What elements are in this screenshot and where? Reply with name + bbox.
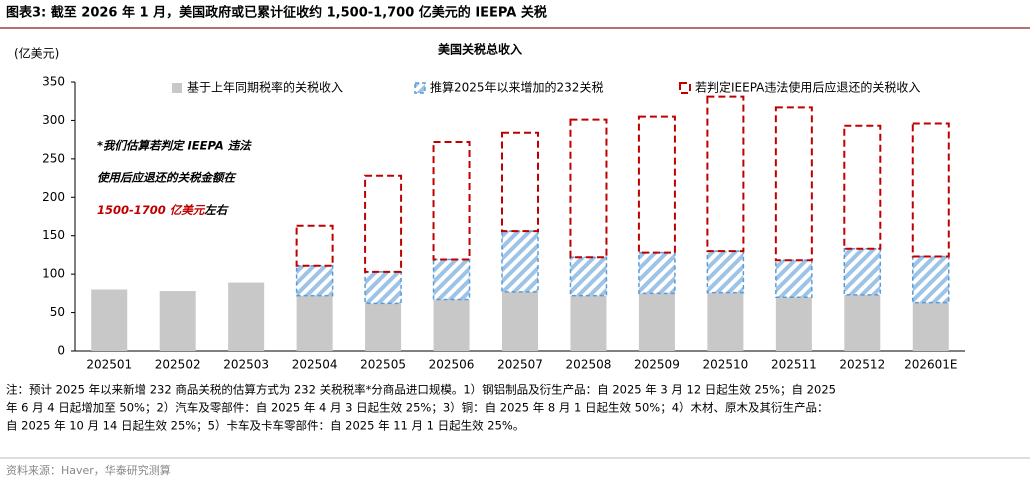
x-tick-label: 202511 xyxy=(771,358,817,372)
bar-segment xyxy=(501,131,539,233)
bar-segment xyxy=(706,250,745,294)
bar-segment xyxy=(295,224,334,267)
bar-segment xyxy=(569,118,608,259)
y-tick-label: 200 xyxy=(42,190,65,204)
bar-segment xyxy=(774,106,813,262)
bar-segment xyxy=(364,271,402,305)
annotation: *我们估算若判定 IEEPA 违法 xyxy=(97,139,252,153)
y-tick-label: 250 xyxy=(42,151,65,165)
note: 自 2025 年 10 月 14 日起生效 25%；5）卡车及卡车零部件：自 2… xyxy=(6,419,524,433)
y-tick-label: 0 xyxy=(57,344,65,358)
x-tick-label: 202502 xyxy=(155,358,201,372)
x-tick-label: 202510 xyxy=(702,358,748,372)
y-tick-label: 100 xyxy=(42,267,65,281)
bar-segment xyxy=(432,258,471,301)
annotation-highlight: 1500-1700 亿美元 xyxy=(97,203,206,217)
x-tick-label: 202506 xyxy=(429,358,475,372)
x-tick-label: 202504 xyxy=(292,358,338,372)
source: 资料来源：Haver，华泰研究测算 xyxy=(6,463,171,477)
y-axis-label: (亿美元) xyxy=(14,46,59,61)
bar-segment xyxy=(364,174,403,273)
x-tick-label: 202509 xyxy=(634,358,680,372)
legend-label: 推算2025年以来增加的232关税 xyxy=(430,80,603,95)
bar-segment xyxy=(365,303,402,351)
bar-segment xyxy=(911,122,950,258)
chart-title: 美国关税总收入 xyxy=(438,42,522,57)
bar-segment xyxy=(569,256,608,297)
note: 年 6 月 4 日起增加至 50%；2）汽车及零部件：自 2025 年 4 月 … xyxy=(6,401,829,415)
y-tick-label: 50 xyxy=(50,305,65,319)
bar-segment xyxy=(637,115,676,254)
header-title: 图表3: 截至 2026 年 1 月，美国政府或已累计征收约 1,500-1,7… xyxy=(6,5,547,21)
annotation: 1500-1700 亿美元左右 xyxy=(97,203,229,217)
bar-segment xyxy=(844,294,881,351)
y-tick-label: 150 xyxy=(42,228,65,242)
bar-segment xyxy=(843,248,882,296)
legend-swatch xyxy=(172,83,182,93)
annotation: 左右 xyxy=(204,203,228,217)
bar-segment xyxy=(775,259,813,298)
bar-segment xyxy=(501,230,539,293)
legend-swatch xyxy=(679,82,691,94)
x-tick-label: 202601E xyxy=(904,358,957,372)
bar-segment xyxy=(433,299,470,351)
x-tick-label: 202512 xyxy=(839,358,885,372)
bar-segment xyxy=(706,95,745,253)
bar-segment xyxy=(295,264,334,297)
bar-segment xyxy=(432,140,471,261)
x-tick-label: 202507 xyxy=(497,358,543,372)
y-tick-label: 300 xyxy=(42,113,65,127)
y-tick-label: 350 xyxy=(42,75,65,89)
bar-segment xyxy=(638,293,675,351)
legend-label: 基于上年同期税率的关税收入 xyxy=(187,80,343,95)
bar-segment xyxy=(159,291,196,351)
x-tick-label: 202501 xyxy=(86,358,132,372)
bar-segment xyxy=(912,302,949,351)
legend-swatch xyxy=(414,82,426,94)
bar-segment xyxy=(228,282,265,351)
x-tick-label: 202508 xyxy=(566,358,612,372)
bar-segment xyxy=(570,295,607,351)
bar-segment xyxy=(912,255,950,304)
legend-label: 若判定IEEPA违法使用后应退还的关税收入 xyxy=(695,80,920,95)
bar-segment xyxy=(775,297,812,351)
x-tick-label: 202503 xyxy=(223,358,269,372)
bar-segment xyxy=(91,289,128,351)
bar-segment xyxy=(707,292,744,351)
bar-segment xyxy=(502,291,538,351)
bar-segment xyxy=(296,295,333,351)
bar-segment xyxy=(638,251,676,295)
annotation: 使用后应退还的关税金额在 xyxy=(97,171,237,185)
note: 注：预计 2025 年以来新增 232 商品关税的估算方式为 232 关税税率*… xyxy=(6,383,836,397)
x-tick-label: 202505 xyxy=(360,358,406,372)
bar-segment xyxy=(843,124,882,250)
